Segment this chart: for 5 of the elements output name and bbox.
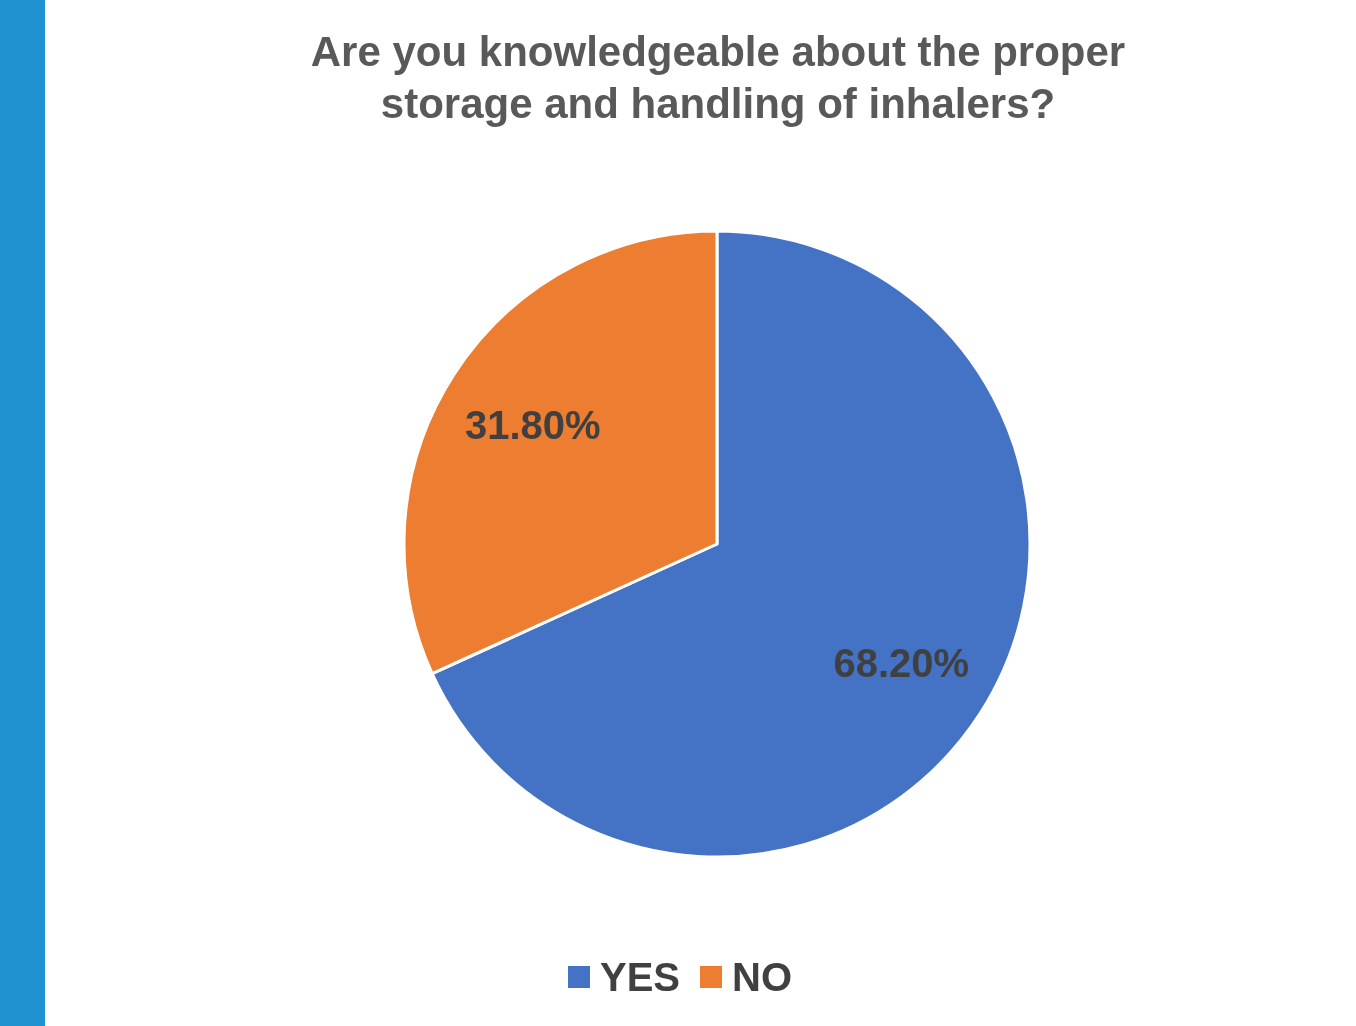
legend-label: YES bbox=[600, 955, 681, 999]
legend-label: NO bbox=[732, 955, 792, 999]
data-label: 68.20% bbox=[833, 640, 970, 685]
data-label: 31.80% bbox=[464, 403, 601, 448]
chart-title: Are you knowledgeable about the proper storage and handling of inhalers? bbox=[310, 28, 1126, 127]
